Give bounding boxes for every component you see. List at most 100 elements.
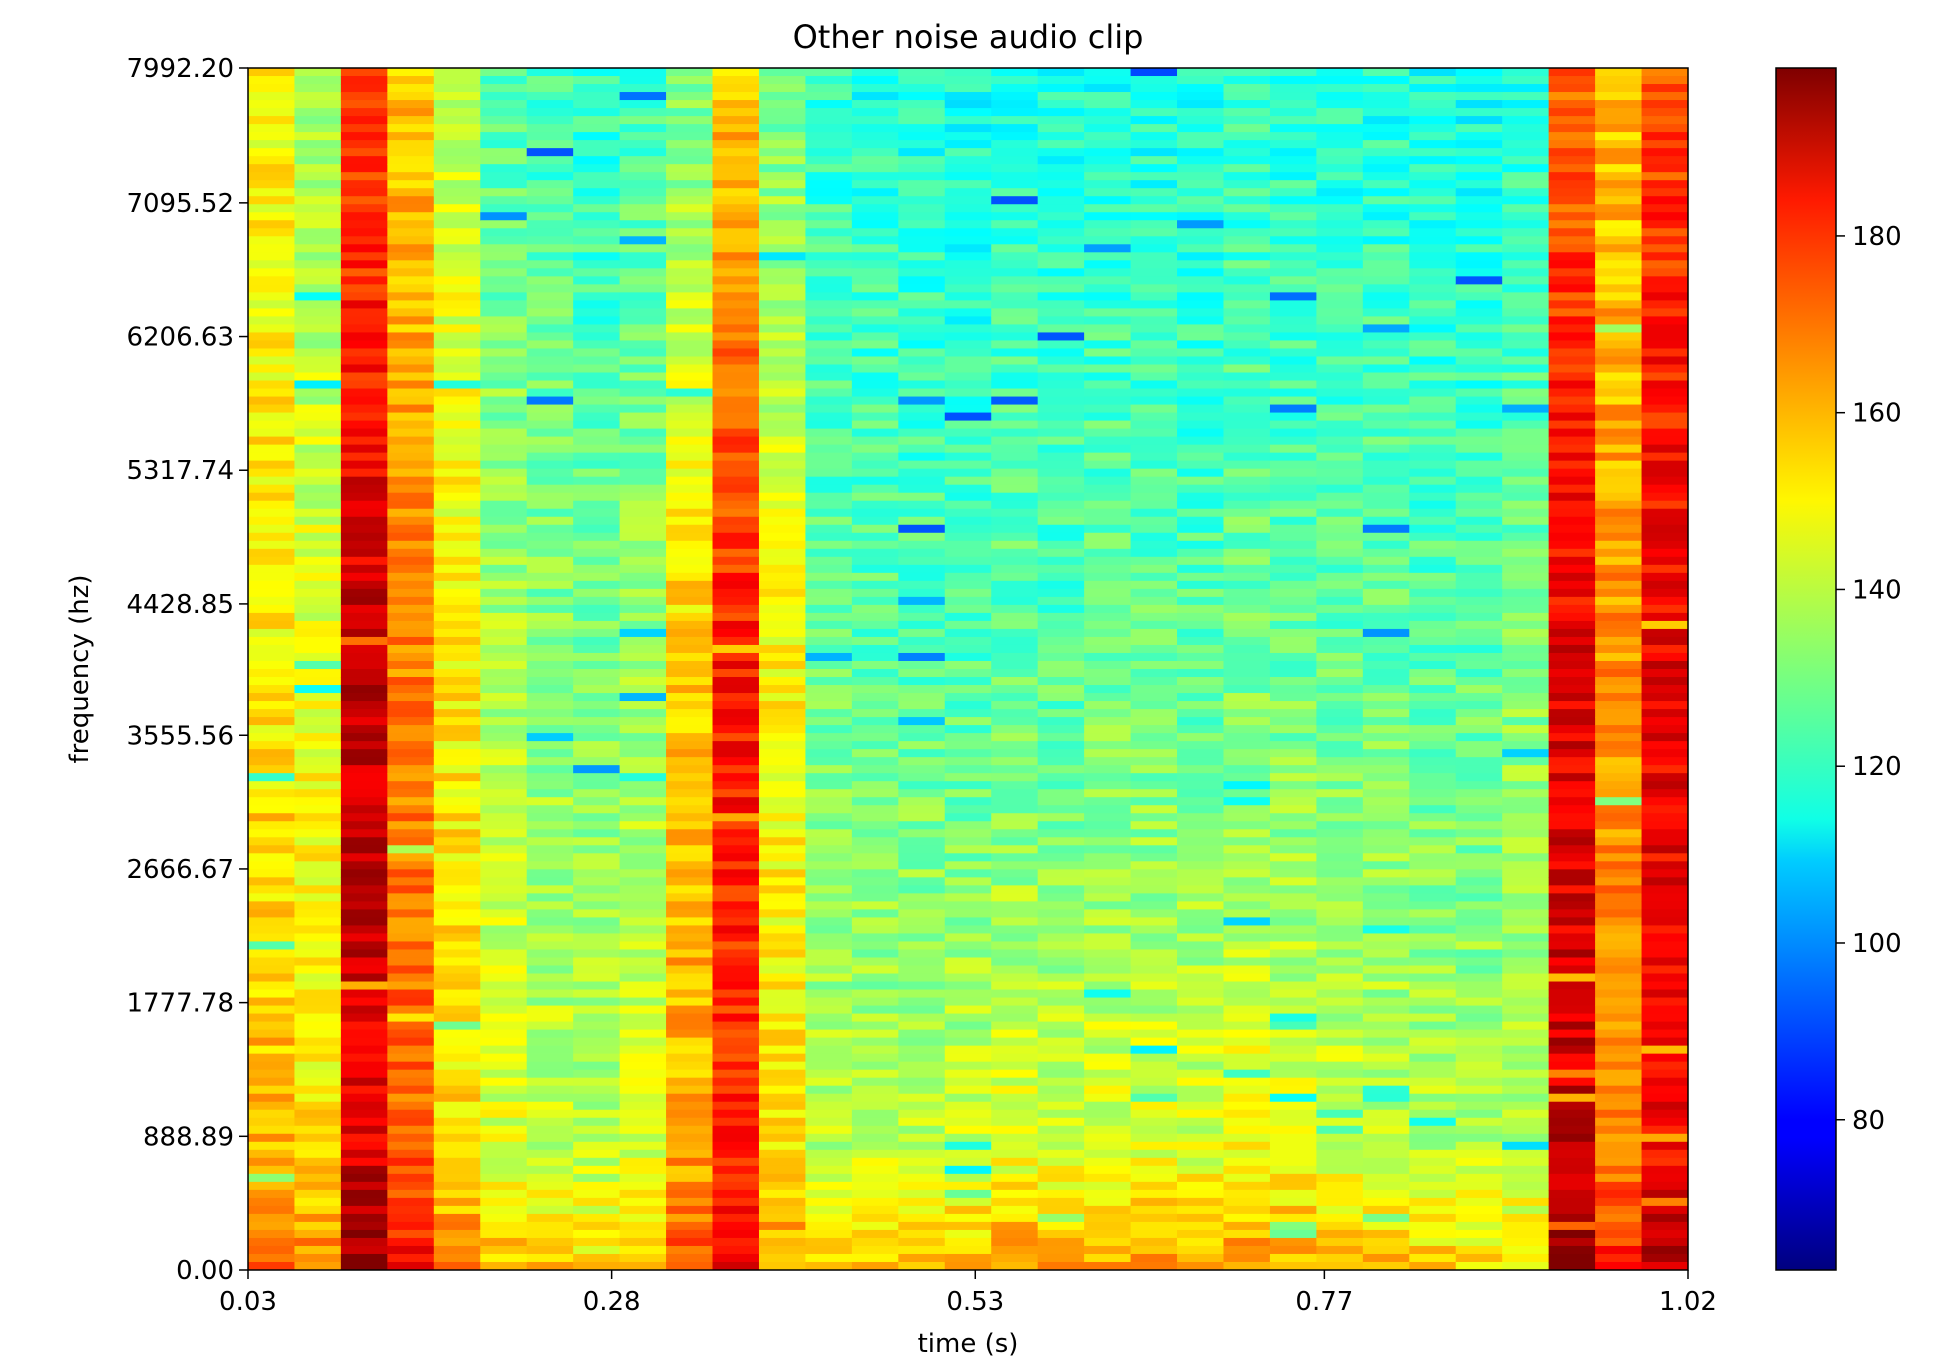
heatmap-cell	[1502, 1029, 1550, 1039]
heatmap-cell	[1641, 1237, 1688, 1247]
heatmap-cell	[526, 380, 574, 390]
heatmap-cell	[1409, 733, 1457, 742]
heatmap-cell	[340, 564, 388, 574]
heatmap-cell	[1548, 1061, 1596, 1071]
heatmap-cell	[1455, 1181, 1503, 1191]
heatmap-cell	[480, 989, 528, 999]
heatmap-cell	[991, 420, 1039, 430]
heatmap-cell	[1269, 332, 1317, 342]
heatmap-cell	[1455, 532, 1503, 542]
heatmap-cell	[433, 620, 481, 630]
heatmap-cell	[944, 284, 992, 293]
heatmap-cell	[573, 492, 621, 502]
heatmap-cell	[248, 108, 296, 117]
heatmap-cell	[573, 340, 621, 350]
heatmap-cell	[1084, 612, 1132, 622]
heatmap-cell	[1130, 749, 1178, 758]
heatmap-cell	[1409, 84, 1457, 93]
heatmap-cell	[1641, 620, 1688, 630]
heatmap-cell	[1548, 396, 1596, 406]
heatmap-cell	[805, 1029, 853, 1039]
heatmap-cell	[294, 805, 342, 814]
heatmap-cell	[1177, 212, 1225, 221]
heatmap-cell	[1177, 805, 1225, 814]
heatmap-cell	[805, 861, 853, 870]
heatmap-cell	[573, 709, 621, 718]
heatmap-cell	[805, 612, 853, 622]
heatmap-cell	[294, 869, 342, 878]
heatmap-cell	[666, 1157, 714, 1167]
heatmap-cell	[1316, 1229, 1364, 1239]
heatmap-cell	[805, 396, 853, 406]
heatmap-cell	[991, 1045, 1039, 1055]
heatmap-cell	[526, 1261, 574, 1270]
heatmap-cell	[1362, 356, 1410, 366]
heatmap-cell	[1455, 396, 1503, 406]
heatmap-cell	[573, 180, 621, 189]
heatmap-cell	[712, 524, 760, 534]
heatmap-cell	[1455, 869, 1503, 878]
heatmap-cell	[1037, 492, 1085, 502]
heatmap-cell	[248, 372, 296, 382]
heatmap-cell	[758, 452, 807, 462]
heatmap-cell	[944, 877, 992, 886]
heatmap-cell	[619, 524, 667, 534]
heatmap-cell	[991, 853, 1039, 862]
heatmap-cell	[387, 132, 435, 141]
heatmap-cell	[1130, 108, 1178, 117]
heatmap-cell	[1037, 660, 1085, 670]
heatmap-cell	[1641, 84, 1688, 93]
heatmap-cell	[666, 781, 714, 790]
heatmap-cell	[1641, 709, 1688, 718]
heatmap-cell	[480, 348, 528, 358]
heatmap-cell	[1409, 1125, 1457, 1135]
heatmap-cell	[1177, 909, 1225, 919]
heatmap-cell	[619, 380, 667, 390]
heatmap-cell	[294, 372, 342, 382]
heatmap-cell	[1548, 420, 1596, 430]
heatmap-cell	[944, 212, 992, 221]
heatmap-cell	[1269, 1149, 1317, 1159]
heatmap-cell	[851, 1037, 899, 1047]
heatmap-cell	[1455, 476, 1503, 486]
heatmap-cell	[758, 1157, 807, 1167]
heatmap-cell	[1641, 484, 1688, 494]
heatmap-cell	[1595, 1141, 1643, 1151]
heatmap-cell	[944, 164, 992, 173]
heatmap-cell	[1409, 660, 1457, 670]
heatmap-cell	[666, 124, 714, 133]
y-axis-label: frequency (hz)	[65, 574, 95, 763]
heatmap-cell	[433, 364, 481, 374]
heatmap-cell	[1084, 324, 1132, 334]
heatmap-cell	[1177, 380, 1225, 390]
heatmap-cell	[573, 164, 621, 173]
heatmap-cell	[387, 532, 435, 542]
heatmap-cell	[248, 516, 296, 526]
heatmap-cell	[1641, 1013, 1688, 1023]
heatmap-cell	[1548, 348, 1596, 358]
heatmap-cell	[619, 1061, 667, 1071]
heatmap-cell	[1269, 853, 1317, 862]
heatmap-cell	[1084, 805, 1132, 814]
heatmap-cell	[1409, 468, 1457, 478]
heatmap-cell	[1177, 140, 1225, 149]
heatmap-cell	[340, 1133, 388, 1143]
heatmap-cell	[387, 92, 435, 101]
heatmap-cell	[1595, 853, 1643, 862]
heatmap-cell	[1548, 1173, 1596, 1183]
heatmap-cell	[851, 252, 899, 261]
heatmap-cell	[851, 1045, 899, 1055]
heatmap-cell	[1130, 172, 1178, 181]
heatmap-cell	[1641, 260, 1688, 269]
heatmap-cell	[1362, 997, 1410, 1007]
heatmap-cell	[1084, 228, 1132, 237]
heatmap-cell	[1409, 628, 1457, 638]
heatmap-cell	[1037, 677, 1085, 686]
heatmap-cell	[1502, 156, 1550, 165]
heatmap-cell	[666, 236, 714, 245]
heatmap-cell	[1595, 677, 1643, 686]
heatmap-cell	[758, 1237, 807, 1247]
heatmap-cell	[1223, 749, 1271, 758]
heatmap-cell	[758, 917, 807, 927]
heatmap-cell	[1455, 957, 1503, 967]
